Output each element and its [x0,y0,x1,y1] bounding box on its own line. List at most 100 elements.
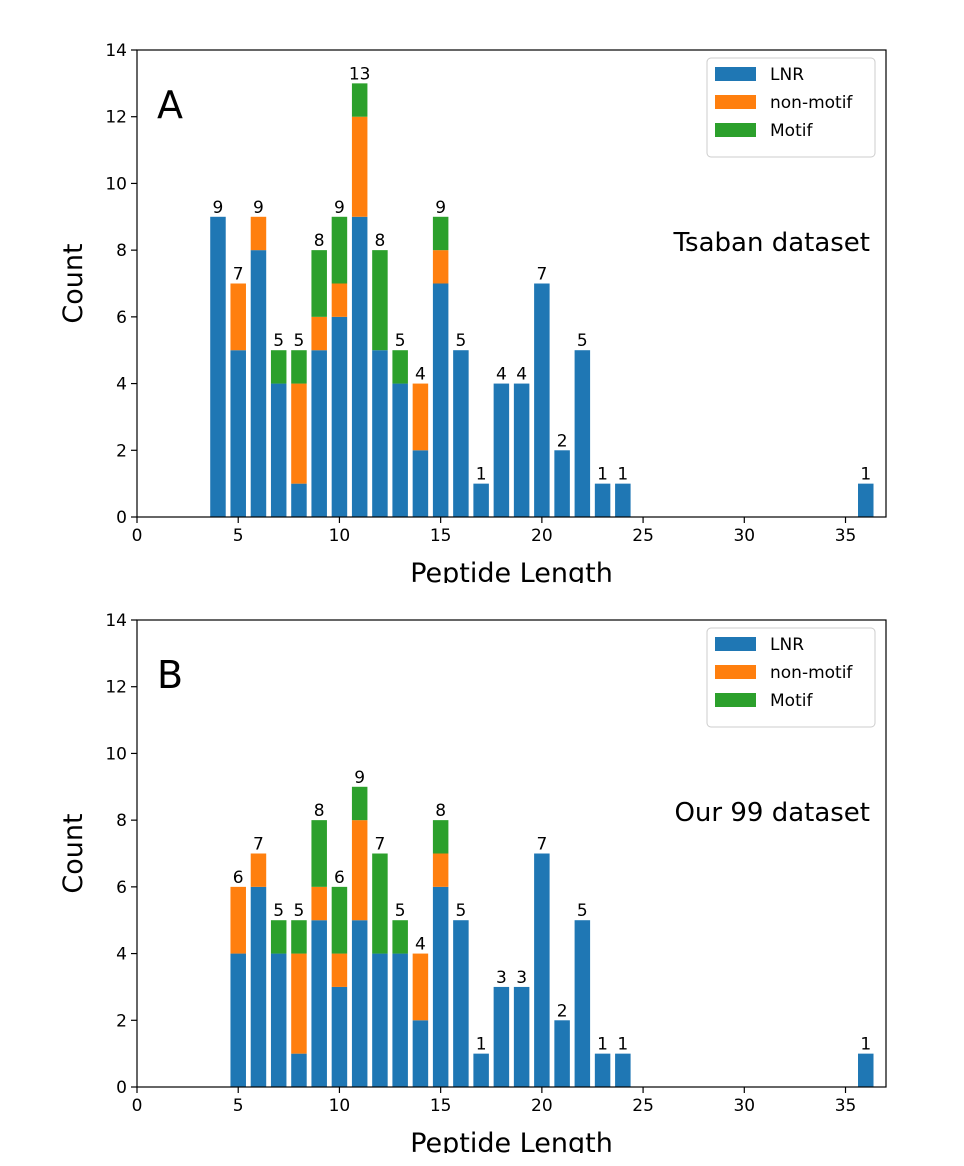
bar-segment-lnr [473,483,489,517]
bar-total-label: 1 [617,465,628,485]
x-tick-label: 30 [733,1096,755,1116]
bar-segment-lnr [615,1053,631,1087]
bar-segment-lnr [250,886,267,1087]
bar-segment-lnr [311,920,327,1087]
bar-segment-non-motif [432,853,449,887]
bar-segment-non-motif [230,283,246,351]
bar-segment-lnr [412,450,429,517]
bar-total-label: 8 [314,801,325,821]
legend: LNR non-motif Motif [706,57,876,158]
bar-segment-motif [331,216,348,284]
x-tick-label: 15 [430,526,452,546]
bar-total-label: 5 [455,901,466,921]
bar-total-label: 8 [314,231,325,251]
bar-segment-lnr [473,1053,489,1087]
bar-segment-motif [351,786,368,821]
bar-total-label: 5 [577,331,588,351]
legend-swatch-lnr [715,67,756,81]
legend-swatch-non-motif [715,95,756,109]
bar-segment-lnr [858,1053,874,1087]
bar-segment-motif [311,820,327,887]
x-axis-label: Peptide Length [410,558,613,583]
bar-segment-motif [331,886,348,954]
bar-segment-lnr [230,350,246,517]
bar-segment-lnr [250,250,267,517]
bar-total-label: 5 [455,331,466,351]
bar-segment-lnr [594,1053,611,1087]
y-tick-label: 0 [116,1078,127,1098]
x-tick-label: 25 [632,526,654,546]
bar-segment-lnr [291,1053,307,1087]
bar-total-label: 3 [496,968,507,988]
x-tick-label: 10 [329,526,351,546]
bar-total-label: 9 [435,198,446,218]
bar-segment-lnr [594,483,611,517]
bar-segment-motif [392,920,408,954]
bar-segment-motif [270,350,287,384]
bar-total-label: 4 [516,365,527,385]
bar-segment-lnr [453,350,469,517]
y-tick-label: 2 [116,1011,127,1031]
legend-label: Motif [770,121,813,141]
bar-segment-motif [372,853,388,954]
bar-segment-lnr [351,216,368,518]
legend-swatch-lnr [715,637,756,651]
y-tick-label: 8 [116,241,127,261]
bar-segment-motif [351,83,368,117]
bar-segment-non-motif [311,886,327,921]
bar-segment-lnr [453,920,469,1087]
y-tick-label: 10 [105,744,127,764]
legend: LNR non-motif Motif [706,627,876,728]
bar-total-label: 5 [273,901,284,921]
x-tick-label: 30 [733,526,755,546]
bar-total-label: 5 [294,331,305,351]
y-axis-label: Count [58,813,89,893]
legend-swatch-non-motif [715,665,756,679]
bar-segment-lnr [534,853,550,1087]
panel-letter: B [157,653,183,697]
bar-total-label: 7 [536,835,547,855]
bar-total-label: 9 [213,198,224,218]
legend-label: Motif [770,691,813,711]
bar-total-label: 5 [577,901,588,921]
bar-segment-non-motif [412,953,429,1021]
bar-segment-lnr [574,350,591,517]
bar-segment-non-motif [331,953,348,987]
bar-total-label: 1 [476,1035,487,1055]
x-tick-label: 15 [430,1096,452,1116]
y-tick-label: 14 [105,41,127,61]
y-tick-label: 14 [105,611,127,631]
bar-total-label: 4 [415,935,426,955]
x-tick-label: 20 [531,526,553,546]
y-tick-label: 12 [105,108,127,128]
bar-total-label: 2 [557,431,568,451]
bar-segment-lnr [858,483,874,517]
bar-segment-motif [392,350,408,384]
bar-total-label: 4 [415,365,426,385]
bar-segment-non-motif [351,820,368,921]
y-tick-label: 6 [116,308,127,328]
y-tick-label: 4 [116,375,127,395]
bar-total-label: 5 [395,901,406,921]
x-tick-label: 10 [329,1096,351,1116]
bar-segment-non-motif [311,316,327,351]
bar-total-label: 6 [334,868,345,888]
bar-segment-lnr [291,483,307,517]
bar-total-label: 1 [476,465,487,485]
bar-segment-lnr [432,886,449,1087]
bar-segment-non-motif [432,250,449,284]
y-tick-label: 10 [105,174,127,194]
bar-segment-lnr [493,383,510,517]
bar-segment-non-motif [412,383,429,451]
bar-segment-motif [270,920,287,954]
bar-total-label: 5 [395,331,406,351]
bar-segment-lnr [554,450,570,517]
bar-segment-lnr [412,1020,429,1087]
x-tick-label: 35 [835,1096,857,1116]
bar-total-label: 9 [334,198,345,218]
legend-label: LNR [770,65,804,85]
bar-total-label: 9 [253,198,264,218]
